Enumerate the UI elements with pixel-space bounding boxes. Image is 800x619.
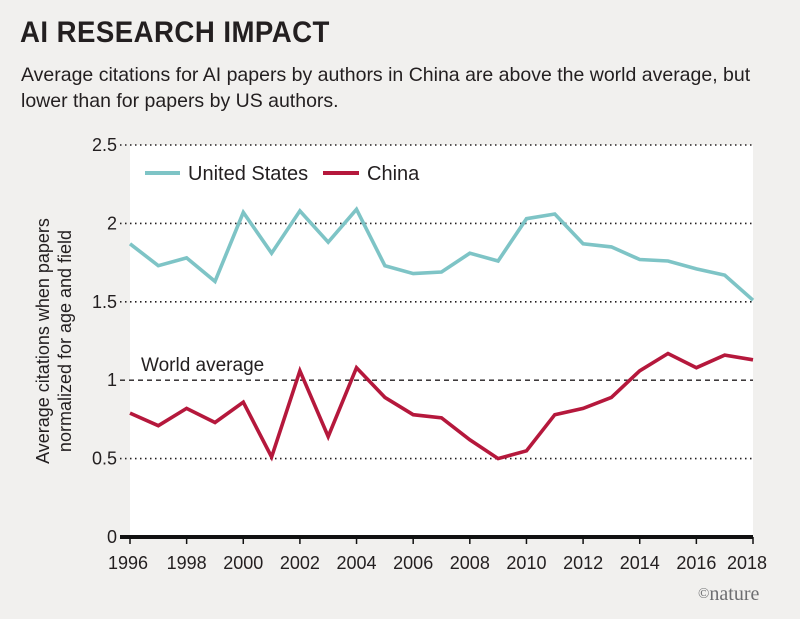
x-tick-label: 2014 <box>620 553 660 573</box>
y-tick-label: 1 <box>107 370 117 390</box>
y-tick-label: 2.5 <box>92 135 117 155</box>
series-lines <box>128 206 755 462</box>
y-tick-label: 1.5 <box>92 292 117 312</box>
reference-line: World average <box>120 355 753 381</box>
legend: United States China <box>145 163 420 185</box>
x-tick-label: 1998 <box>167 553 207 573</box>
copyright-symbol: © <box>698 586 710 602</box>
chart-title: AI RESEARCH IMPACT <box>20 16 330 49</box>
world-average-label: World average <box>141 355 264 376</box>
x-tick-label: 2006 <box>393 553 433 573</box>
x-tick-label: 2018 <box>727 553 767 573</box>
x-tick-label: 2008 <box>450 553 490 573</box>
axis-labels: 0 0.5 1 1.5 2 2.5 1996 1998 2000 2002 2004 2006 2008… <box>33 135 767 573</box>
y-axis-label: Average citations when papers normalized … <box>33 218 75 464</box>
legend-label: China <box>367 163 420 185</box>
x-tick-label: 2004 <box>337 553 377 573</box>
legend-label: United States <box>188 163 308 185</box>
x-tick-label: 1996 <box>108 553 148 573</box>
china-line <box>129 351 754 462</box>
x-tick-label: 2000 <box>223 553 263 573</box>
x-tick-label: 2002 <box>280 553 320 573</box>
grid-lines <box>120 144 753 460</box>
y-tick-label: 2 <box>107 213 117 233</box>
x-tick-label: 2010 <box>506 553 546 573</box>
y-axis-label-line: Average citations when papers <box>33 218 53 464</box>
x-tick-label: 2016 <box>676 553 716 573</box>
united-states-line <box>128 206 755 302</box>
watermark-text: nature <box>709 583 760 605</box>
x-tick-label: 2012 <box>563 553 603 573</box>
y-tick-label: 0.5 <box>92 449 117 469</box>
plot-area <box>130 145 753 537</box>
axes <box>120 535 754 544</box>
y-tick-label: 0 <box>107 527 117 547</box>
y-axis-label-line: normalized for age and field <box>55 230 75 452</box>
chart-subtitle: Average citations for AI papers by autho… <box>21 64 751 112</box>
nature-watermark: ©nature <box>698 583 759 606</box>
